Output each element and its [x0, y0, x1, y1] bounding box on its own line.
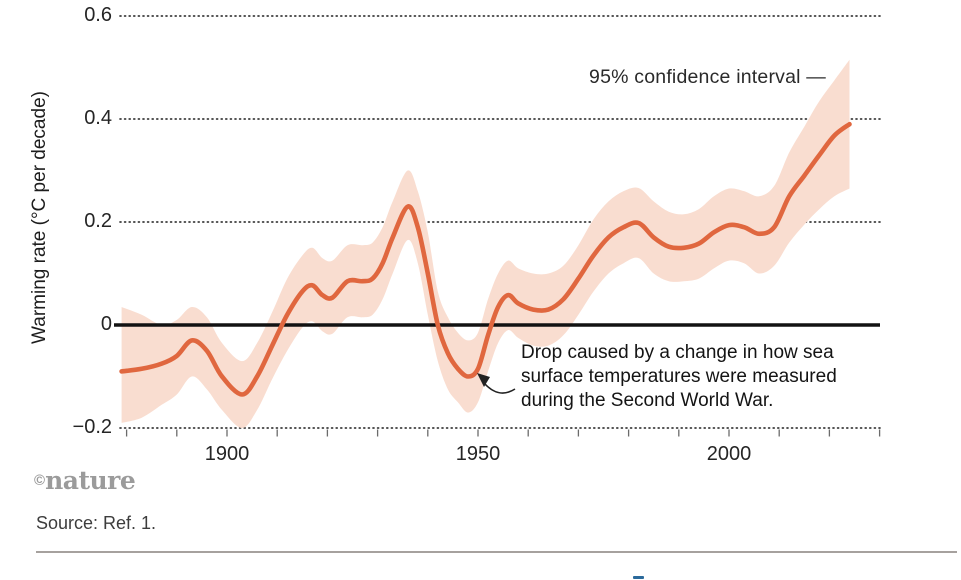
y-tick-label-0.6: 0.6	[84, 4, 112, 26]
y-tick-label-0: 0	[100, 313, 112, 335]
warming-rate-line	[119, 121, 852, 397]
y-tick-label-−0.2: −0.2	[72, 416, 112, 438]
confidence-band	[121, 59, 850, 429]
nature-wordmark: nature	[45, 466, 136, 495]
source-text: Source: Ref. 1.	[36, 513, 157, 533]
x-tick-label-2000: 2000	[706, 443, 752, 465]
y-tick-label-0.4: 0.4	[84, 107, 112, 129]
nature-logo: ©nature	[34, 466, 136, 495]
drop-annotation: Drop caused by a change in how sea surfa…	[521, 342, 837, 411]
y-tick-label-0.2: 0.2	[84, 210, 112, 232]
x-tick-label-1950: 1950	[455, 443, 501, 465]
annotation-arrow	[477, 373, 516, 394]
cropped-text-artifact	[633, 576, 644, 579]
footer-divider	[36, 551, 957, 553]
copyright-symbol: ©	[34, 472, 46, 489]
confidence-interval-label: 95% confidence interval —	[589, 66, 826, 88]
x-tick-label-1900: 1900	[204, 443, 250, 465]
